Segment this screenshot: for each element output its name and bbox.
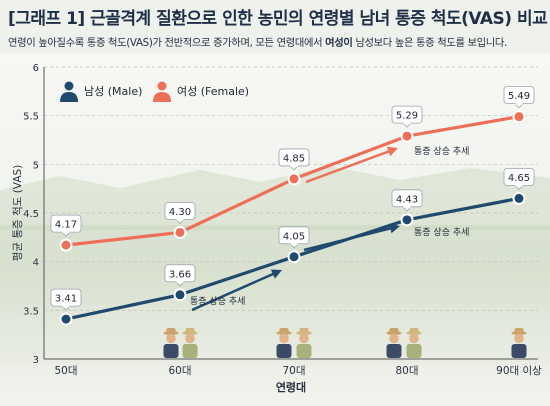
farmer-face [299, 333, 309, 344]
data-label: 4.17 [55, 220, 77, 231]
y-tick-label: 4 [33, 258, 39, 269]
legend-label-female: 여성 (Female) [177, 85, 249, 98]
data-label-pointer-mask [515, 102, 523, 105]
data-point-female [512, 110, 526, 124]
data-point-male [400, 213, 414, 227]
x-tick-label: 90대 이상 [496, 365, 542, 377]
data-label-pointer-mask [176, 218, 184, 221]
farmer-couple-icon [163, 328, 198, 358]
trend-arrow-head [386, 146, 398, 157]
data-label-pointer-mask [515, 184, 523, 187]
farmer-couple-icons [163, 328, 527, 358]
farmer-hat-crown [185, 328, 195, 334]
farmer-hat-crown [166, 328, 176, 334]
y-tick-label: 5 [33, 160, 39, 171]
series-lines: 3.41 3.66 4.05 4.43 4.65 4.17 4.30 4.85 5.29 5.49 [50, 86, 535, 326]
data-label-pointer-mask [403, 122, 411, 125]
data-label-pointer-mask [176, 280, 184, 283]
data-point-male [512, 191, 526, 205]
farmer-body [511, 344, 527, 358]
x-tick-label: 80대 [395, 365, 418, 377]
data-label: 4.65 [508, 173, 530, 184]
data-label: 4.43 [396, 194, 418, 205]
x-tick-label: 60대 [168, 365, 191, 377]
data-point-female [400, 129, 414, 143]
farmer-hat-crown [279, 328, 289, 334]
farmer-couple-icon [276, 328, 312, 358]
data-label: 5.29 [396, 111, 418, 122]
data-point-male [173, 288, 187, 302]
data-label: 4.85 [283, 153, 305, 164]
subtitle-text-2: 남성보다 높은 통증 척도를 보입니다. [352, 37, 507, 49]
data-label-pointer-mask [403, 205, 411, 208]
person-head [157, 81, 167, 91]
subtitle-text-1: 연령이 높아질수록 통증 척도(VAS)가 전반적으로 증가하며, 모든 연령대… [8, 37, 326, 49]
farmer-hat-crown [299, 328, 309, 334]
data-point-female [173, 225, 187, 239]
farmer-face [185, 333, 195, 344]
farmer-body [296, 344, 312, 358]
farmer-couple-icon [511, 328, 527, 358]
trend-label: 통증 상승 추세 [190, 296, 245, 307]
y-tick-label: 6 [33, 63, 39, 74]
data-point-male [287, 250, 301, 264]
trend-arrow-line [305, 149, 392, 184]
farmer-body [276, 344, 292, 358]
farmer-body [163, 344, 179, 358]
y-tick-label: 4.5 [23, 209, 39, 220]
data-point-female [59, 238, 73, 252]
data-label-pointer-mask [62, 305, 70, 308]
farmer-face [409, 333, 419, 344]
farmer-face [166, 333, 176, 344]
farmer-face [514, 333, 524, 344]
chart-title: [그래프 1] 근골격계 질환으로 인한 농민의 연령별 남녀 통증 척도(VA… [8, 9, 548, 29]
data-label-pointer-mask [290, 242, 298, 245]
farmer-hat-crown [409, 328, 419, 334]
farmer-body [386, 344, 402, 358]
subtitle-emphasis: 여성이 [325, 37, 353, 49]
female-person-icon [153, 81, 171, 102]
y-tick-label: 3.5 [23, 306, 39, 317]
data-label: 3.66 [169, 269, 191, 280]
farmer-face [279, 333, 289, 344]
farmer-hat-crown [389, 328, 399, 334]
data-point-female [287, 172, 301, 186]
trend-label: 통증 상승 추세 [414, 146, 469, 157]
male-person-icon [60, 81, 78, 102]
farmer-body [406, 344, 422, 358]
chart-subtitle: 연령이 높아질수록 통증 척도(VAS)가 전반적으로 증가하며, 모든 연령대… [8, 34, 544, 49]
x-axis-title: 연령대 [276, 380, 306, 394]
person-body [60, 92, 78, 102]
data-point-male [59, 312, 73, 326]
plot-background [0, 54, 550, 406]
data-label: 3.41 [55, 294, 77, 305]
data-label-pointer-mask [290, 164, 298, 167]
trend-arrow-line [191, 271, 277, 312]
trend-arrow-head [270, 269, 282, 279]
legend: 남성 (Male) 여성 (Female) [60, 81, 249, 102]
y-tick-label: 3 [33, 355, 39, 366]
data-label: 4.30 [169, 207, 191, 218]
y-axis-title: 평균 통증 척도 (VAS) [12, 165, 24, 262]
farmer-hat-crown [514, 328, 524, 334]
legend-label-male: 남성 (Male) [84, 85, 142, 98]
trend-label: 통증 상승 추세 [414, 227, 469, 238]
data-label: 4.05 [283, 231, 305, 242]
person-body [153, 92, 171, 102]
x-tick-label: 50대 [54, 365, 77, 377]
x-tick-label: 70대 [282, 365, 305, 377]
data-label: 5.49 [508, 91, 530, 102]
farmer-couple-icon [386, 328, 422, 358]
person-head [64, 81, 74, 91]
data-label-pointer-mask [62, 231, 70, 234]
farmer-body [182, 344, 198, 358]
farmer-face [389, 333, 399, 344]
y-tick-label: 5.5 [23, 112, 39, 123]
